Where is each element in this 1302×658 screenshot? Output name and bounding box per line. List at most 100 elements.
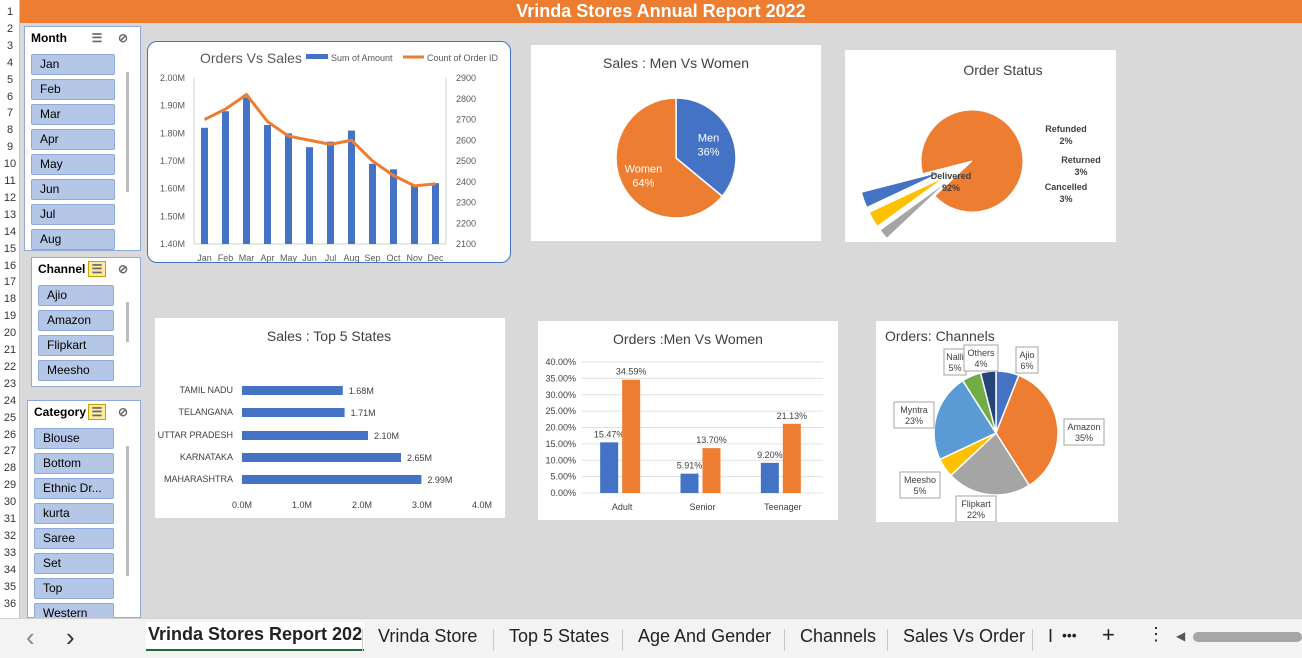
category-slicer-item[interactable]: Set <box>34 553 114 574</box>
row-number[interactable]: 24 <box>3 394 17 407</box>
category-scrollbar[interactable] <box>126 446 129 576</box>
row-number[interactable]: 25 <box>3 411 17 424</box>
row-number[interactable]: 10 <box>3 158 17 171</box>
slice-label: Delivered <box>931 171 972 181</box>
channel-scrollbar[interactable] <box>126 302 129 342</box>
row-number[interactable]: 4 <box>6 56 14 69</box>
row-number[interactable]: 6 <box>6 90 14 103</box>
multi-select-icon[interactable]: ☰ <box>88 404 106 420</box>
prev-sheet-button[interactable]: ‹ <box>26 622 35 652</box>
row-number[interactable]: 13 <box>3 208 17 221</box>
month-slicer-item[interactable]: Mar <box>31 104 115 125</box>
channel-slicer-item[interactable]: Ajio <box>38 285 114 306</box>
channel-slicer[interactable]: Channel ☰ ⊘ Ajio Amazon Flipkart Meesho <box>31 257 141 387</box>
orders-men-vs-women-chart[interactable]: Orders :Men Vs Women 40.00% 35.00% 30.00% 25… <box>538 321 838 520</box>
orders-channels-chart[interactable]: Orders: Channels Ajio 6% Amazon 35% Flipkart 2… <box>876 321 1118 523</box>
y-tick-label: 15.00% <box>545 439 576 449</box>
row-number[interactable]: 18 <box>3 293 17 306</box>
channel-slicer-item[interactable]: Flipkart <box>38 335 114 356</box>
orders-vs-sales-chart[interactable]: Orders Vs Sales Sum of Amount Count of Ord… <box>147 41 511 263</box>
row-number[interactable]: 28 <box>3 462 17 475</box>
row-number[interactable]: 15 <box>3 242 17 255</box>
horizontal-scrollbar[interactable] <box>1193 632 1302 642</box>
right-tick-label: 2100 <box>456 239 476 249</box>
row-number[interactable]: 20 <box>3 327 17 340</box>
x-tick-label: Jul <box>325 253 337 263</box>
sheet-tab[interactable]: Top 5 States <box>509 626 610 646</box>
next-sheet-button[interactable]: › <box>66 622 75 652</box>
category-slicer-item[interactable]: Blouse <box>34 428 114 449</box>
clear-filter-icon[interactable]: ⊘ <box>117 262 129 276</box>
row-number[interactable]: 16 <box>3 259 17 272</box>
category-slicer-item[interactable]: Top <box>34 578 114 599</box>
more-sheets-button[interactable]: ••• <box>1062 627 1077 643</box>
tab-separator <box>784 629 785 651</box>
row-number[interactable]: 7 <box>6 107 14 120</box>
month-slicer-item[interactable]: May <box>31 154 115 175</box>
category-slicer[interactable]: Category ☰ ⊘ Blouse Bottom Ethnic Dr... kur… <box>27 400 141 624</box>
row-number[interactable]: 12 <box>3 191 17 204</box>
x-tick-label: 4.0M <box>472 500 492 510</box>
clear-filter-icon[interactable]: ⊘ <box>117 31 129 45</box>
category-slicer-item[interactable]: Bottom <box>34 453 114 474</box>
sheet-tab[interactable]: Vrinda Stores Report 202 <box>146 622 365 651</box>
sheet-tab[interactable]: I <box>1048 626 1054 646</box>
row-number[interactable]: 34 <box>3 563 17 576</box>
sheet-tab[interactable]: Channels <box>800 626 877 646</box>
row-number[interactable]: 2 <box>6 22 14 35</box>
month-slicer-item[interactable]: Jun <box>31 179 115 200</box>
row-number[interactable]: 33 <box>3 546 17 559</box>
value-label: 2.99M <box>427 475 452 485</box>
category-slicer-item[interactable]: kurta <box>34 503 114 524</box>
row-number[interactable]: 14 <box>3 225 17 238</box>
tab-separator <box>887 629 888 651</box>
row-number[interactable]: 1 <box>6 6 14 18</box>
row-number[interactable]: 5 <box>6 73 14 86</box>
top-5-states-chart[interactable]: Sales : Top 5 States TAMIL NADU 1.68M TELAN… <box>155 318 505 518</box>
month-slicer-item[interactable]: Aug <box>31 229 115 250</box>
row-number[interactable]: 27 <box>3 445 17 458</box>
sheet-tab[interactable]: Age And Gender <box>638 626 772 646</box>
add-sheet-button[interactable]: + <box>1102 622 1115 647</box>
row-number[interactable]: 23 <box>3 377 17 390</box>
row-number[interactable]: 30 <box>3 496 17 509</box>
x-tick-label: Sep <box>364 253 380 263</box>
legend-swatch-amount <box>306 54 328 59</box>
clear-filter-icon[interactable]: ⊘ <box>117 405 129 419</box>
month-slicer-item[interactable]: Jan <box>31 54 115 75</box>
month-slicer-item[interactable]: Feb <box>31 79 115 100</box>
month-slicer-item[interactable]: Jul <box>31 204 115 225</box>
sales-men-vs-women-chart[interactable]: Sales : Men Vs Women Men 36% Women 64% <box>531 45 821 241</box>
month-slicer[interactable]: Month ☰ ⊘ Jan Feb Mar Apr May Jun Jul Aug <box>24 26 141 251</box>
row-number[interactable]: 36 <box>3 597 17 610</box>
row-number[interactable]: 31 <box>3 513 17 525</box>
row-number[interactable]: 11 <box>4 175 16 187</box>
amount-bar <box>432 183 439 244</box>
category-slicer-item[interactable]: Saree <box>34 528 114 549</box>
row-number[interactable]: 19 <box>3 310 17 323</box>
sheet-tab[interactable]: Vrinda Store <box>378 626 478 646</box>
month-scrollbar[interactable] <box>126 72 129 192</box>
sheet-menu-button[interactable]: ⋮ <box>1147 624 1165 644</box>
multi-select-icon[interactable]: ☰ <box>91 31 103 45</box>
row-number[interactable]: 17 <box>3 276 17 289</box>
row-number[interactable]: 21 <box>3 344 17 356</box>
row-number[interactable]: 9 <box>6 141 14 154</box>
scroll-left-icon[interactable]: ◀ <box>1176 629 1186 643</box>
row-number[interactable]: 3 <box>6 39 14 52</box>
order-status-chart[interactable]: Order Status Delivered 92% Refunded 2% Return… <box>845 50 1116 242</box>
channel-slicer-item[interactable]: Meesho <box>38 360 114 381</box>
sheet-tab[interactable]: Sales Vs Order <box>903 626 1026 646</box>
x-tick-label: 3.0M <box>412 500 432 510</box>
row-number[interactable]: 22 <box>3 360 17 373</box>
row-number[interactable]: 32 <box>3 529 17 542</box>
row-number[interactable]: 35 <box>3 580 17 593</box>
channel-slicer-item[interactable]: Amazon <box>38 310 114 331</box>
row-number[interactable]: 26 <box>3 428 17 441</box>
category-slicer-item[interactable]: Ethnic Dr... <box>34 478 114 499</box>
multi-select-icon[interactable]: ☰ <box>88 261 106 277</box>
month-slicer-item[interactable]: Apr <box>31 129 115 150</box>
row-number[interactable]: 29 <box>3 479 17 492</box>
row-number[interactable]: 8 <box>6 124 14 137</box>
x-tick-label: Senior <box>689 502 715 512</box>
